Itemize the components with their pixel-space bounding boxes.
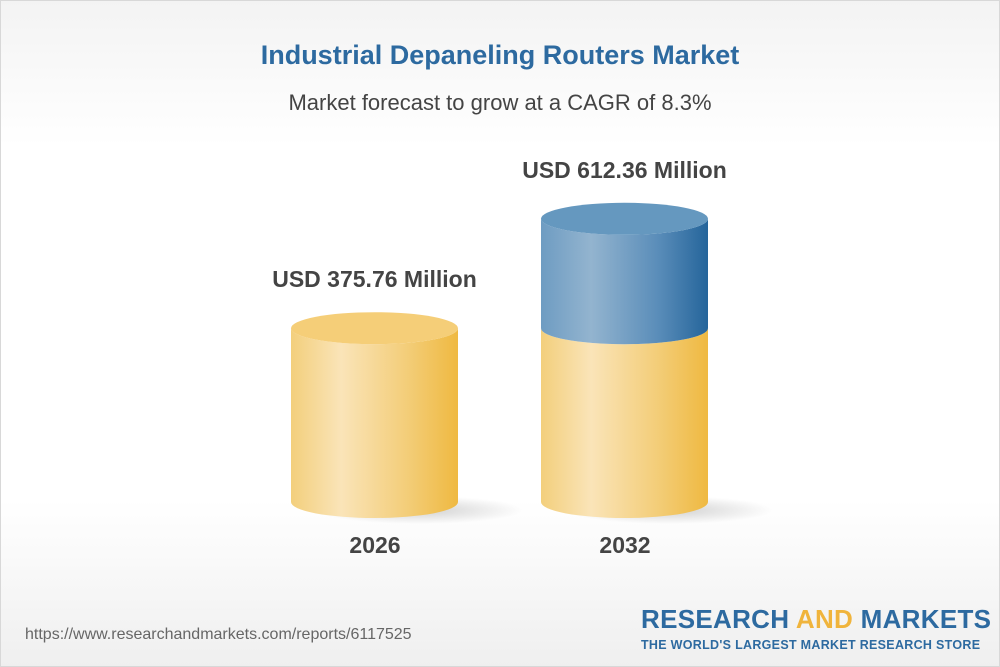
- cylinder-2026: [291, 328, 459, 518]
- chart-title: Industrial Depaneling Routers Market: [260, 40, 740, 70]
- x-tick-2026: 2026: [349, 532, 401, 558]
- cylinder-top-2026: [291, 312, 458, 345]
- brand-logo: RESEARCH AND MARKETS: [641, 604, 992, 634]
- data-label-2032: USD 612.36 Million: [522, 156, 727, 183]
- chart-subtitle: Market forecast to grow at a CAGR of 8.3…: [288, 90, 712, 115]
- cylinder-2032-base: [541, 328, 708, 518]
- report-url[interactable]: https://www.researchandmarkets.com/repor…: [25, 626, 412, 643]
- cylinder-2032-growth: [541, 218, 708, 345]
- data-label-2026: USD 375.76 Million: [272, 266, 477, 293]
- cylinder-top-2032: [541, 202, 708, 235]
- brand-tagline: THE WORLD'S LARGEST MARKET RESEARCH STOR…: [641, 638, 981, 652]
- x-tick-2032: 2032: [599, 532, 651, 558]
